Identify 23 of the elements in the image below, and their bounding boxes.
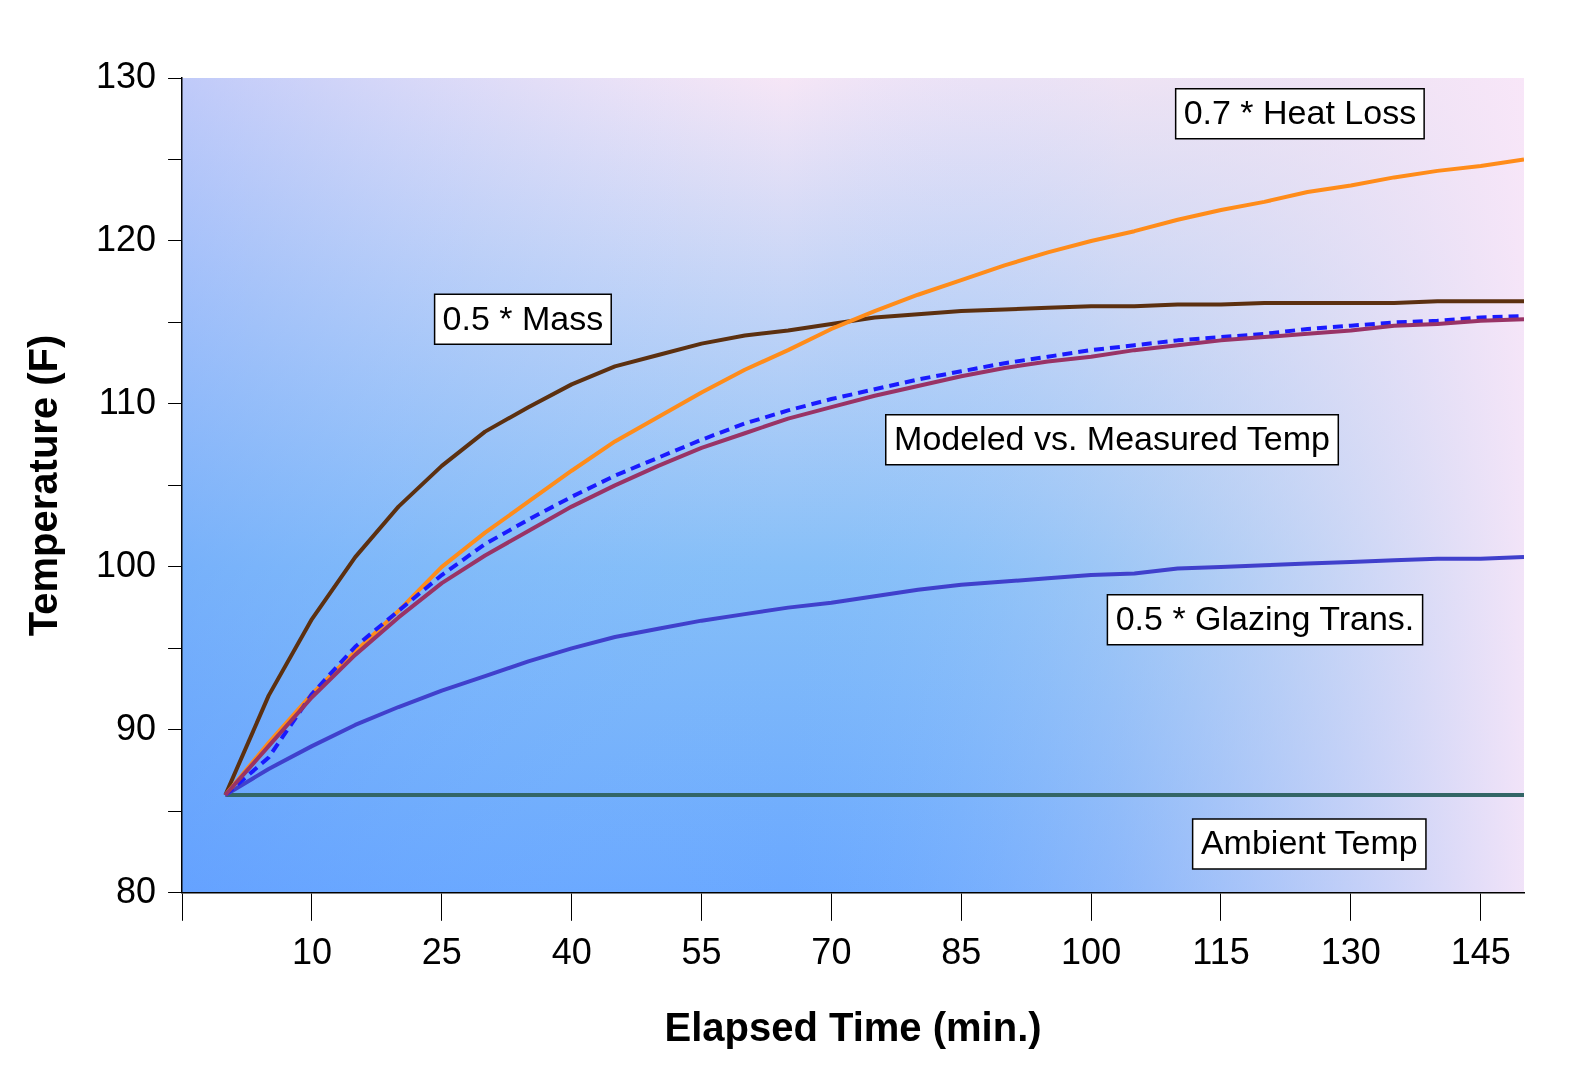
x-tick-label: 85 (941, 931, 982, 973)
series-label: Modeled vs. Measured Temp (894, 419, 1330, 458)
y-axis-title: Temperature (F) (21, 334, 66, 637)
y-tick-label: 100 (95, 543, 157, 585)
y-tick-label: 90 (116, 706, 157, 748)
x-tick-label: 145 (1450, 931, 1511, 973)
x-tick-label: 25 (421, 931, 462, 973)
series-label: 0.5 * Glazing Trans. (1115, 599, 1415, 638)
x-tick-label: 115 (1192, 931, 1250, 973)
x-tick-label: 40 (551, 931, 592, 973)
x-tick-label: 130 (1320, 931, 1381, 973)
series-label: 0.7 * Heat Loss (1183, 93, 1417, 132)
series-label: 0.5 * Mass (442, 298, 604, 337)
y-tick-label: 120 (95, 217, 157, 259)
x-axis-title: Elapsed Time (min.) (664, 1005, 1042, 1050)
y-tick-label: 110 (98, 380, 157, 422)
x-tick-label: 55 (681, 931, 722, 973)
x-tick-label: 70 (811, 931, 852, 973)
series-label: Ambient Temp (1200, 823, 1418, 862)
y-tick-label: 80 (116, 869, 157, 911)
x-tick-label: 10 (291, 931, 332, 973)
x-tick-label: 100 (1061, 931, 1122, 973)
y-tick-label: 130 (95, 54, 157, 96)
